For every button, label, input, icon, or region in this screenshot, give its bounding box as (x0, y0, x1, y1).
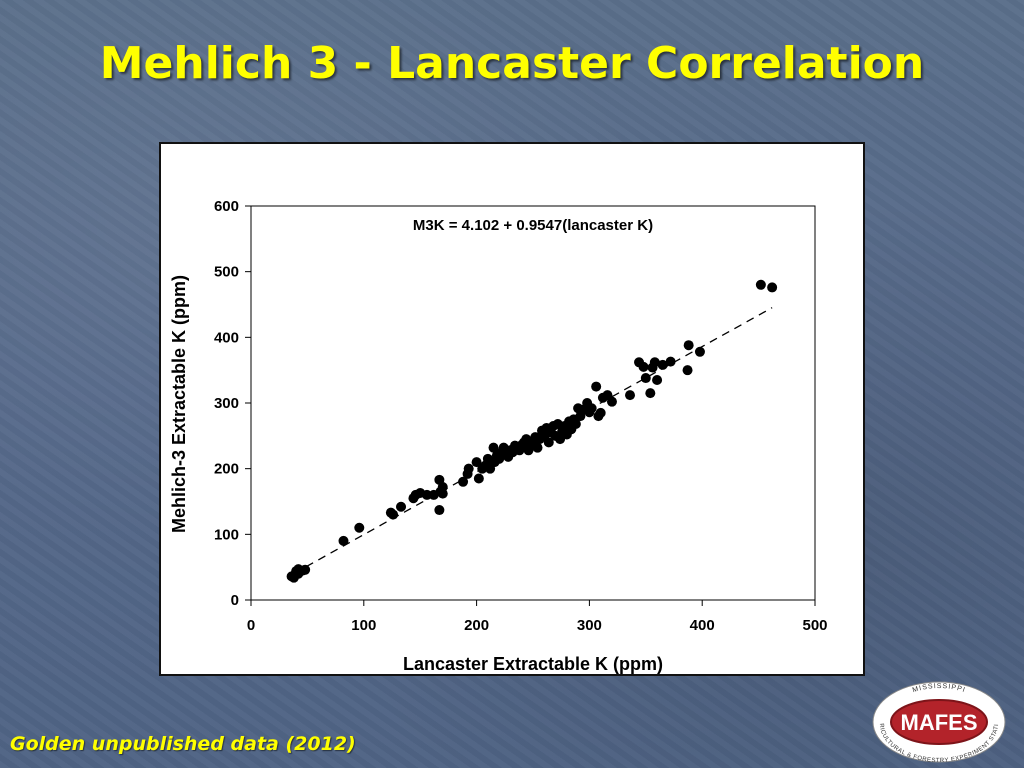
data-point (293, 568, 304, 579)
data-point (694, 346, 705, 357)
x-tick-label: 100 (351, 617, 376, 634)
data-point (606, 396, 617, 407)
slide-title: Mehlich 3 - Lancaster Correlation (99, 38, 925, 89)
y-tick-label: 200 (214, 461, 239, 478)
data-point (625, 390, 636, 401)
data-point (645, 388, 656, 399)
data-point (755, 279, 766, 290)
data-point (458, 476, 469, 487)
data-point (532, 442, 543, 453)
scatter-chart: 0 100 200 300 400 500 0 100 200 300 400 500 600 M3K … (169, 198, 828, 674)
chart-panel: 0 100 200 300 400 500 0 100 200 300 400 500 600 M3K … (159, 142, 865, 676)
data-point (649, 357, 660, 368)
data-point (396, 501, 407, 512)
data-point (665, 356, 676, 367)
y-tick-label: 100 (214, 526, 239, 543)
x-tick-label: 300 (577, 617, 602, 634)
data-point (388, 509, 399, 520)
regression-equation: M3K = 4.102 + 0.9547(lancaster K) (413, 217, 653, 234)
x-tick-label: 500 (802, 617, 827, 634)
x-tick-label: 400 (690, 617, 715, 634)
data-point (543, 437, 554, 448)
y-tick-label: 0 (231, 592, 239, 609)
mafes-logo: MAFES MISSISSIPPI AGRICULTURAL & FORESTR… (866, 680, 1006, 764)
logo-top-text: MISSISSIPPI (912, 683, 966, 694)
y-tick-label: 600 (214, 198, 239, 215)
data-point (591, 381, 602, 392)
data-point (586, 403, 597, 414)
data-point (657, 359, 668, 370)
logo-main-text: MAFES (901, 710, 978, 735)
data-point (437, 488, 448, 499)
y-axis-label: Mehlich-3 Extractable K (ppm) (169, 275, 189, 533)
x-tick-label: 200 (464, 617, 489, 634)
data-point (767, 282, 778, 293)
data-point (640, 373, 651, 384)
svg-text:MISSISSIPPI: MISSISSIPPI (912, 683, 967, 694)
plot-area: 0 100 200 300 400 500 0 100 200 300 400 500 600 (214, 198, 828, 634)
data-point (638, 361, 649, 372)
data-point (683, 340, 694, 351)
y-tick-label: 400 (214, 329, 239, 346)
data-point (471, 457, 482, 468)
y-tick-label: 300 (214, 395, 239, 412)
x-tick-label: 0 (247, 617, 255, 634)
data-point (354, 522, 365, 533)
data-point (434, 505, 445, 516)
data-point (682, 365, 693, 376)
data-point (473, 473, 484, 484)
data-point (570, 419, 581, 430)
data-point (488, 442, 499, 453)
x-axis-label: Lancaster Extractable K (ppm) (403, 654, 663, 674)
data-point (652, 375, 663, 386)
plot-frame (250, 205, 816, 601)
data-point (463, 463, 474, 474)
data-point (595, 407, 606, 418)
source-footnote: Golden unpublished data (2012) (10, 733, 356, 755)
y-tick-label: 500 (214, 264, 239, 281)
data-point (338, 535, 349, 546)
